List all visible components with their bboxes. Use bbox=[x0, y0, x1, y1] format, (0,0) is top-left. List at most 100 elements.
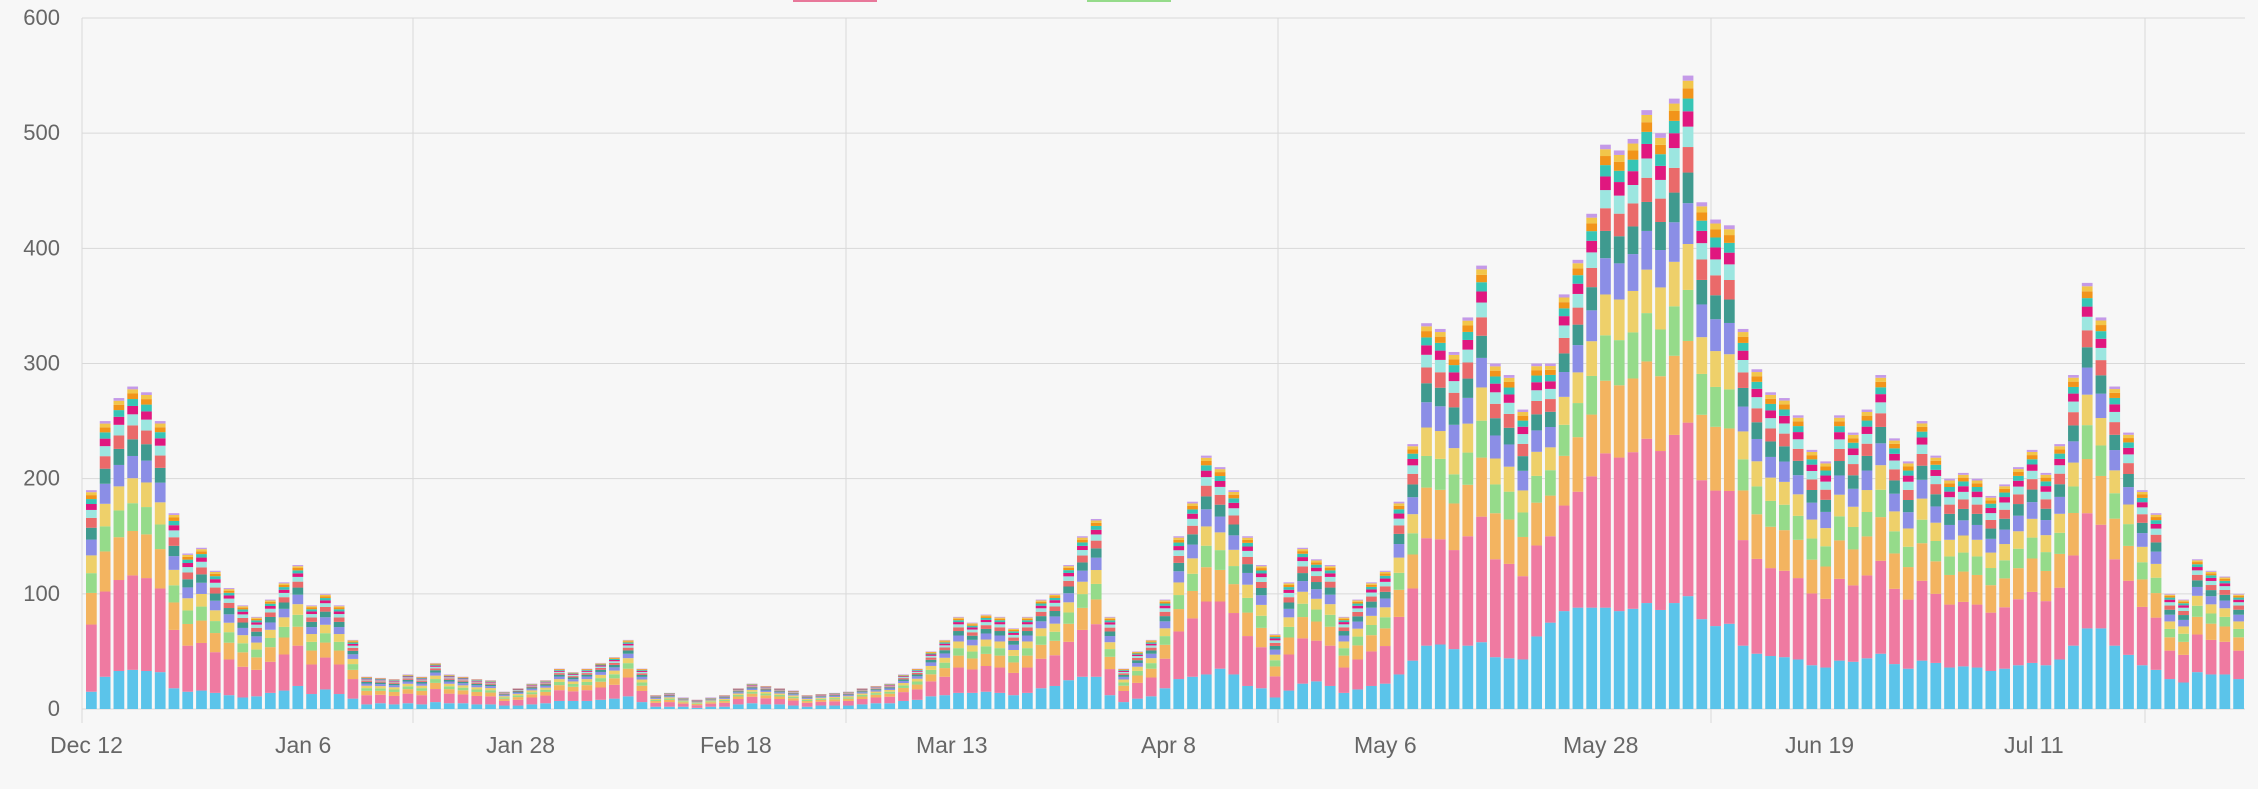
bar-segment bbox=[1737, 387, 1749, 407]
bar-segment bbox=[375, 703, 386, 709]
bar-segment bbox=[1090, 540, 1102, 549]
bar-segment bbox=[980, 625, 992, 629]
bar-segment bbox=[567, 673, 579, 675]
bar-segment bbox=[237, 643, 249, 653]
bar-segment bbox=[1324, 570, 1336, 574]
bar-segment bbox=[512, 690, 524, 692]
bar-segment bbox=[925, 669, 937, 675]
bar-segment bbox=[1930, 475, 1942, 485]
bar-segment bbox=[1792, 421, 1804, 427]
bar-segment bbox=[1641, 158, 1653, 178]
bar-segment bbox=[1682, 422, 1694, 597]
bar-segment bbox=[1393, 572, 1405, 590]
bar-segment bbox=[1613, 213, 1625, 237]
bar-segment bbox=[1159, 616, 1171, 622]
bar-segment bbox=[361, 685, 373, 689]
bar-segment bbox=[2040, 499, 2052, 509]
bar-segment bbox=[1462, 397, 1474, 424]
bar-segment bbox=[471, 685, 483, 688]
bar-segment bbox=[829, 695, 841, 696]
bar-segment bbox=[1861, 575, 1873, 659]
bar-segment bbox=[402, 677, 414, 679]
bar-segment bbox=[306, 617, 317, 622]
bar-segment bbox=[1765, 392, 1776, 395]
bar-segment bbox=[829, 694, 841, 696]
bar-segment bbox=[1655, 329, 1666, 377]
bar-segment bbox=[1792, 515, 1804, 540]
bar-segment bbox=[843, 691, 854, 693]
bar-segment bbox=[2150, 593, 2162, 618]
bar-segment bbox=[1682, 244, 1694, 290]
bar-segment bbox=[1214, 476, 1226, 481]
bar-segment bbox=[361, 677, 373, 678]
bar-segment bbox=[485, 704, 496, 709]
bar-segment bbox=[870, 693, 882, 695]
bar-segment bbox=[1944, 539, 1955, 557]
bar-segment bbox=[719, 706, 730, 709]
bar-segment bbox=[1021, 620, 1033, 623]
bar-segment bbox=[1999, 488, 2010, 493]
bar-segment bbox=[2068, 393, 2079, 402]
bar-segment bbox=[898, 674, 909, 676]
bar-segment bbox=[1049, 685, 1061, 709]
bar-segment bbox=[347, 658, 359, 665]
bar-segment bbox=[333, 634, 345, 642]
bar-segment bbox=[1820, 667, 1832, 709]
bar-segment bbox=[113, 404, 125, 411]
bar-segment bbox=[1255, 568, 1267, 571]
bar-segment bbox=[994, 618, 1006, 621]
bar-segment bbox=[113, 580, 125, 671]
bar-segment bbox=[375, 677, 386, 679]
bar-segment bbox=[609, 662, 620, 665]
bar-segment bbox=[264, 612, 276, 617]
bar-segment bbox=[732, 693, 744, 695]
bar-segment bbox=[1489, 383, 1501, 393]
legend-swatch bbox=[793, 0, 877, 2]
bar-segment bbox=[1063, 565, 1075, 567]
bar-segment bbox=[1021, 635, 1033, 642]
bar-segment bbox=[1682, 203, 1694, 244]
bar-segment bbox=[443, 677, 455, 679]
bar-segment bbox=[2123, 524, 2134, 546]
bar-segment bbox=[526, 687, 538, 689]
bar-segment bbox=[1379, 591, 1391, 599]
bar-segment bbox=[980, 616, 992, 618]
bar-segment bbox=[1710, 319, 1721, 352]
bar-segment bbox=[1228, 491, 1240, 495]
bar-segment bbox=[2191, 562, 2203, 565]
bar-segment bbox=[2095, 317, 2107, 321]
bar-segment bbox=[870, 686, 882, 688]
bar-segment bbox=[732, 690, 744, 692]
bar-segment bbox=[994, 655, 1006, 668]
bar-segment bbox=[1723, 242, 1735, 253]
bar-segment bbox=[1668, 120, 1680, 134]
bar-segment bbox=[2013, 494, 2024, 505]
bar-segment bbox=[609, 658, 620, 659]
bar-segment bbox=[1834, 421, 1845, 427]
bar-segment bbox=[1297, 591, 1308, 604]
bar-segment bbox=[581, 668, 593, 670]
bar-segment bbox=[251, 642, 262, 650]
bar-segment bbox=[237, 611, 249, 615]
bar-segment bbox=[182, 553, 194, 555]
bar-segment bbox=[457, 683, 469, 686]
bar-segment bbox=[2068, 401, 2079, 413]
bar-segment bbox=[485, 680, 496, 682]
bar-segment bbox=[2164, 599, 2176, 603]
bar-segment bbox=[2136, 502, 2148, 508]
bar-segment bbox=[223, 595, 235, 599]
bar-segment bbox=[1448, 372, 1460, 382]
bar-segment bbox=[815, 705, 827, 709]
bar-segment bbox=[2068, 441, 2079, 463]
bar-segment bbox=[1173, 571, 1185, 583]
bar-segment bbox=[1779, 657, 1790, 709]
bar-segment bbox=[1586, 252, 1598, 268]
bar-segment bbox=[2095, 445, 2107, 476]
bar-segment bbox=[553, 679, 565, 682]
bar-segment bbox=[1104, 642, 1116, 650]
bar-segment bbox=[1063, 572, 1075, 577]
bar-segment bbox=[636, 702, 648, 709]
bar-segment bbox=[2219, 616, 2231, 627]
bar-segment bbox=[1627, 452, 1639, 609]
bar-segment bbox=[1999, 544, 2010, 561]
